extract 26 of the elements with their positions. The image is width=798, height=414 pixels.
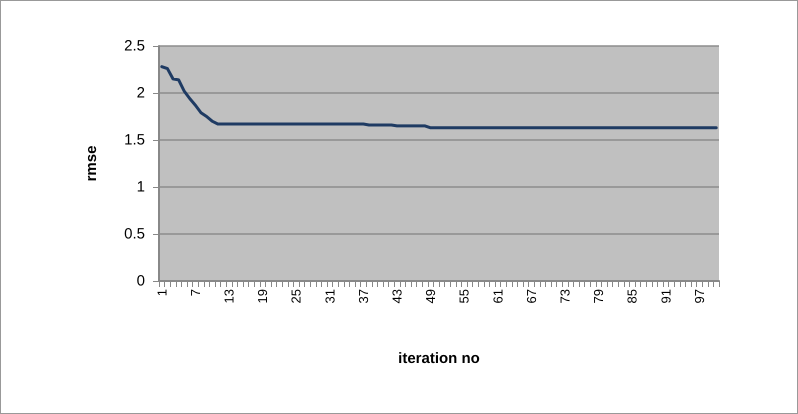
y-tick-label: 0.5 bbox=[124, 226, 145, 242]
x-tick-label: 49 bbox=[423, 289, 438, 304]
x-tick-label: 25 bbox=[288, 289, 304, 304]
x-tick-label: 73 bbox=[558, 289, 572, 304]
x-tick-label: 55 bbox=[456, 289, 472, 304]
x-tick-label: 85 bbox=[624, 289, 640, 304]
x-tick-label: 91 bbox=[658, 289, 674, 304]
x-tick-label: 67 bbox=[524, 289, 539, 304]
x-axis-title: iteration no bbox=[398, 350, 480, 367]
x-tick-label: 7 bbox=[188, 289, 203, 296]
x-tick-label: 31 bbox=[322, 289, 338, 304]
x-tick-label: 1 bbox=[154, 289, 170, 296]
y-tick-label: 2 bbox=[136, 84, 145, 102]
x-tick-label: 79 bbox=[591, 289, 606, 304]
x-tick-label: 97 bbox=[692, 289, 707, 304]
y-tick-label: 1.5 bbox=[124, 132, 145, 148]
y-tick-label: 1 bbox=[136, 178, 145, 196]
x-tick-label: 19 bbox=[255, 289, 270, 304]
y-tick-label: 2.5 bbox=[124, 38, 145, 54]
x-tick-label: 37 bbox=[356, 289, 371, 304]
x-tick-label: 13 bbox=[222, 289, 236, 304]
line-series bbox=[160, 65, 718, 130]
x-tick-label: 61 bbox=[490, 289, 506, 304]
y-tick-label: 0 bbox=[136, 272, 145, 290]
x-tick-label: 43 bbox=[390, 289, 404, 304]
y-axis-title: rmse bbox=[83, 146, 100, 182]
